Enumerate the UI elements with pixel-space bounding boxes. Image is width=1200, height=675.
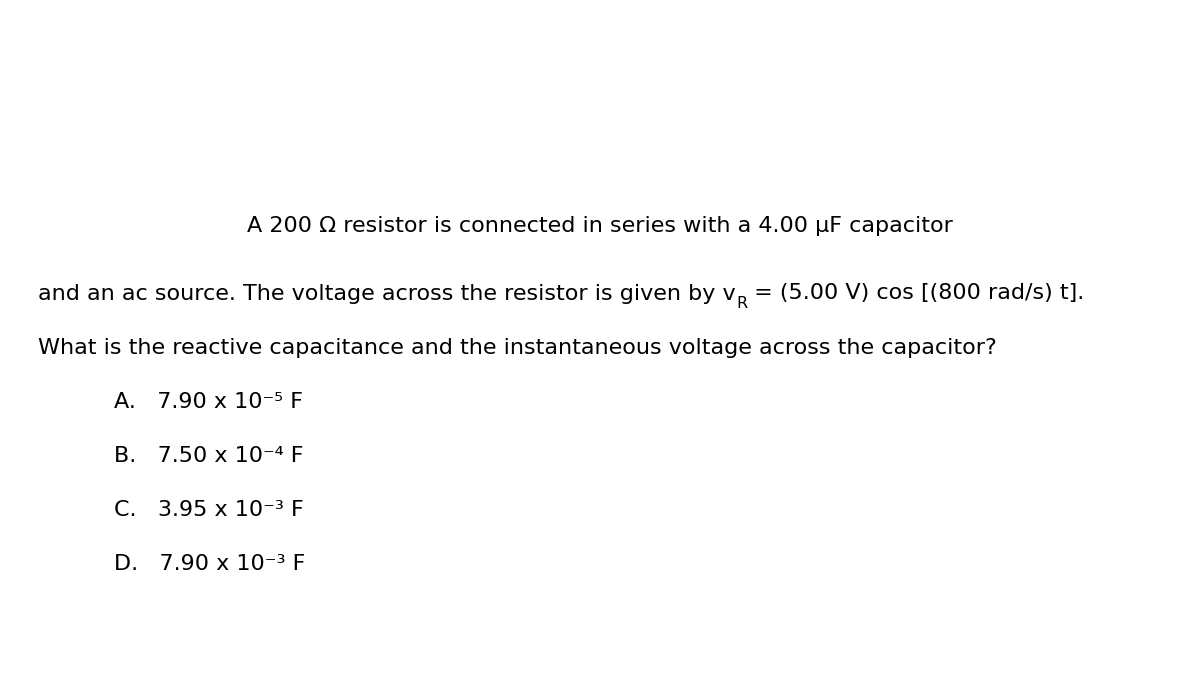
Text: What is the reactive capacitance and the instantaneous voltage across the capaci: What is the reactive capacitance and the…	[38, 338, 997, 358]
Text: R: R	[736, 296, 748, 310]
Text: A.   7.90 x 10⁻⁵ F: A. 7.90 x 10⁻⁵ F	[114, 392, 302, 412]
Text: B.   7.50 x 10⁻⁴ F: B. 7.50 x 10⁻⁴ F	[114, 446, 304, 466]
Text: and an ac source. The voltage across the resistor is given by v: and an ac source. The voltage across the…	[38, 284, 736, 304]
Text: D.   7.90 x 10⁻³ F: D. 7.90 x 10⁻³ F	[114, 554, 305, 574]
Text: C.   3.95 x 10⁻³ F: C. 3.95 x 10⁻³ F	[114, 500, 304, 520]
Text: A 200 Ω resistor is connected in series with a 4.00 μF capacitor: A 200 Ω resistor is connected in series …	[247, 216, 953, 236]
Text: = (5.00 V) cos [(800 rad/s) t].: = (5.00 V) cos [(800 rad/s) t].	[748, 284, 1085, 304]
